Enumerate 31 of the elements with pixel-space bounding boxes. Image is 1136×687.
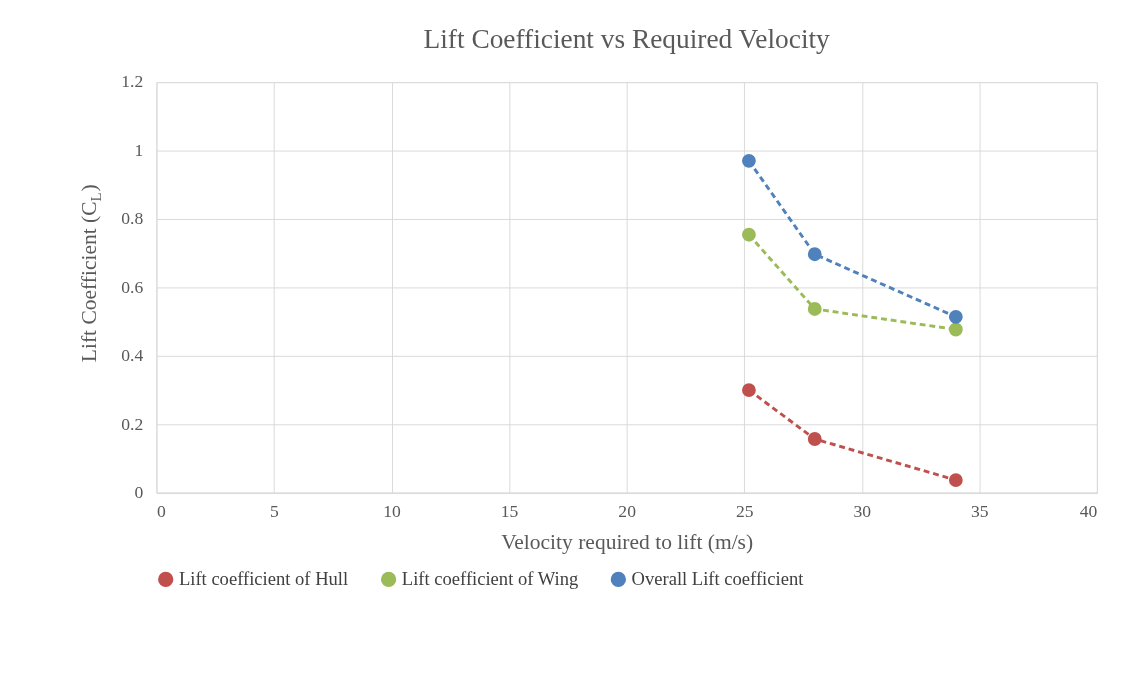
point <box>742 383 756 397</box>
point <box>807 432 822 446</box>
x-tick-label: 20 <box>618 500 637 521</box>
y-tick-label: 0.8 <box>121 208 144 229</box>
point <box>742 153 756 168</box>
y-axis-title: Lift Coefficient (CL) <box>76 184 104 363</box>
y-tick-label: 1.2 <box>121 71 144 92</box>
y-tick-label: 0 <box>134 482 144 503</box>
y-tick-label: 0.2 <box>121 413 144 434</box>
x-tick-label: 25 <box>735 500 754 521</box>
x-tick-label: 0 <box>156 500 166 521</box>
point <box>807 302 822 316</box>
point <box>807 247 822 262</box>
legend-label: Lift coefficient of Hull <box>178 568 349 590</box>
y-tick-label: 0.4 <box>121 345 144 366</box>
chart-title: Lift Coefficient vs Required Velocity <box>423 23 831 54</box>
x-tick-label: 10 <box>383 500 402 521</box>
legend-label: Lift coefficient of Wing <box>401 568 579 590</box>
x-tick-label: 5 <box>270 500 280 521</box>
x-tick-label: 15 <box>500 500 519 521</box>
x-tick-label: 40 <box>1079 500 1098 521</box>
x-tick-label: 35 <box>971 500 989 521</box>
y-tick-label: 1 <box>134 139 144 160</box>
y-tick-label: 0.6 <box>121 276 144 297</box>
point <box>948 309 963 324</box>
point <box>948 473 963 487</box>
legend-label: Overall Lift coefficient <box>631 568 805 590</box>
x-axis-title: Velocity required to lift (m/s) <box>501 529 754 554</box>
x-tick-label: 30 <box>853 500 872 521</box>
point <box>948 322 963 337</box>
point <box>742 227 756 242</box>
